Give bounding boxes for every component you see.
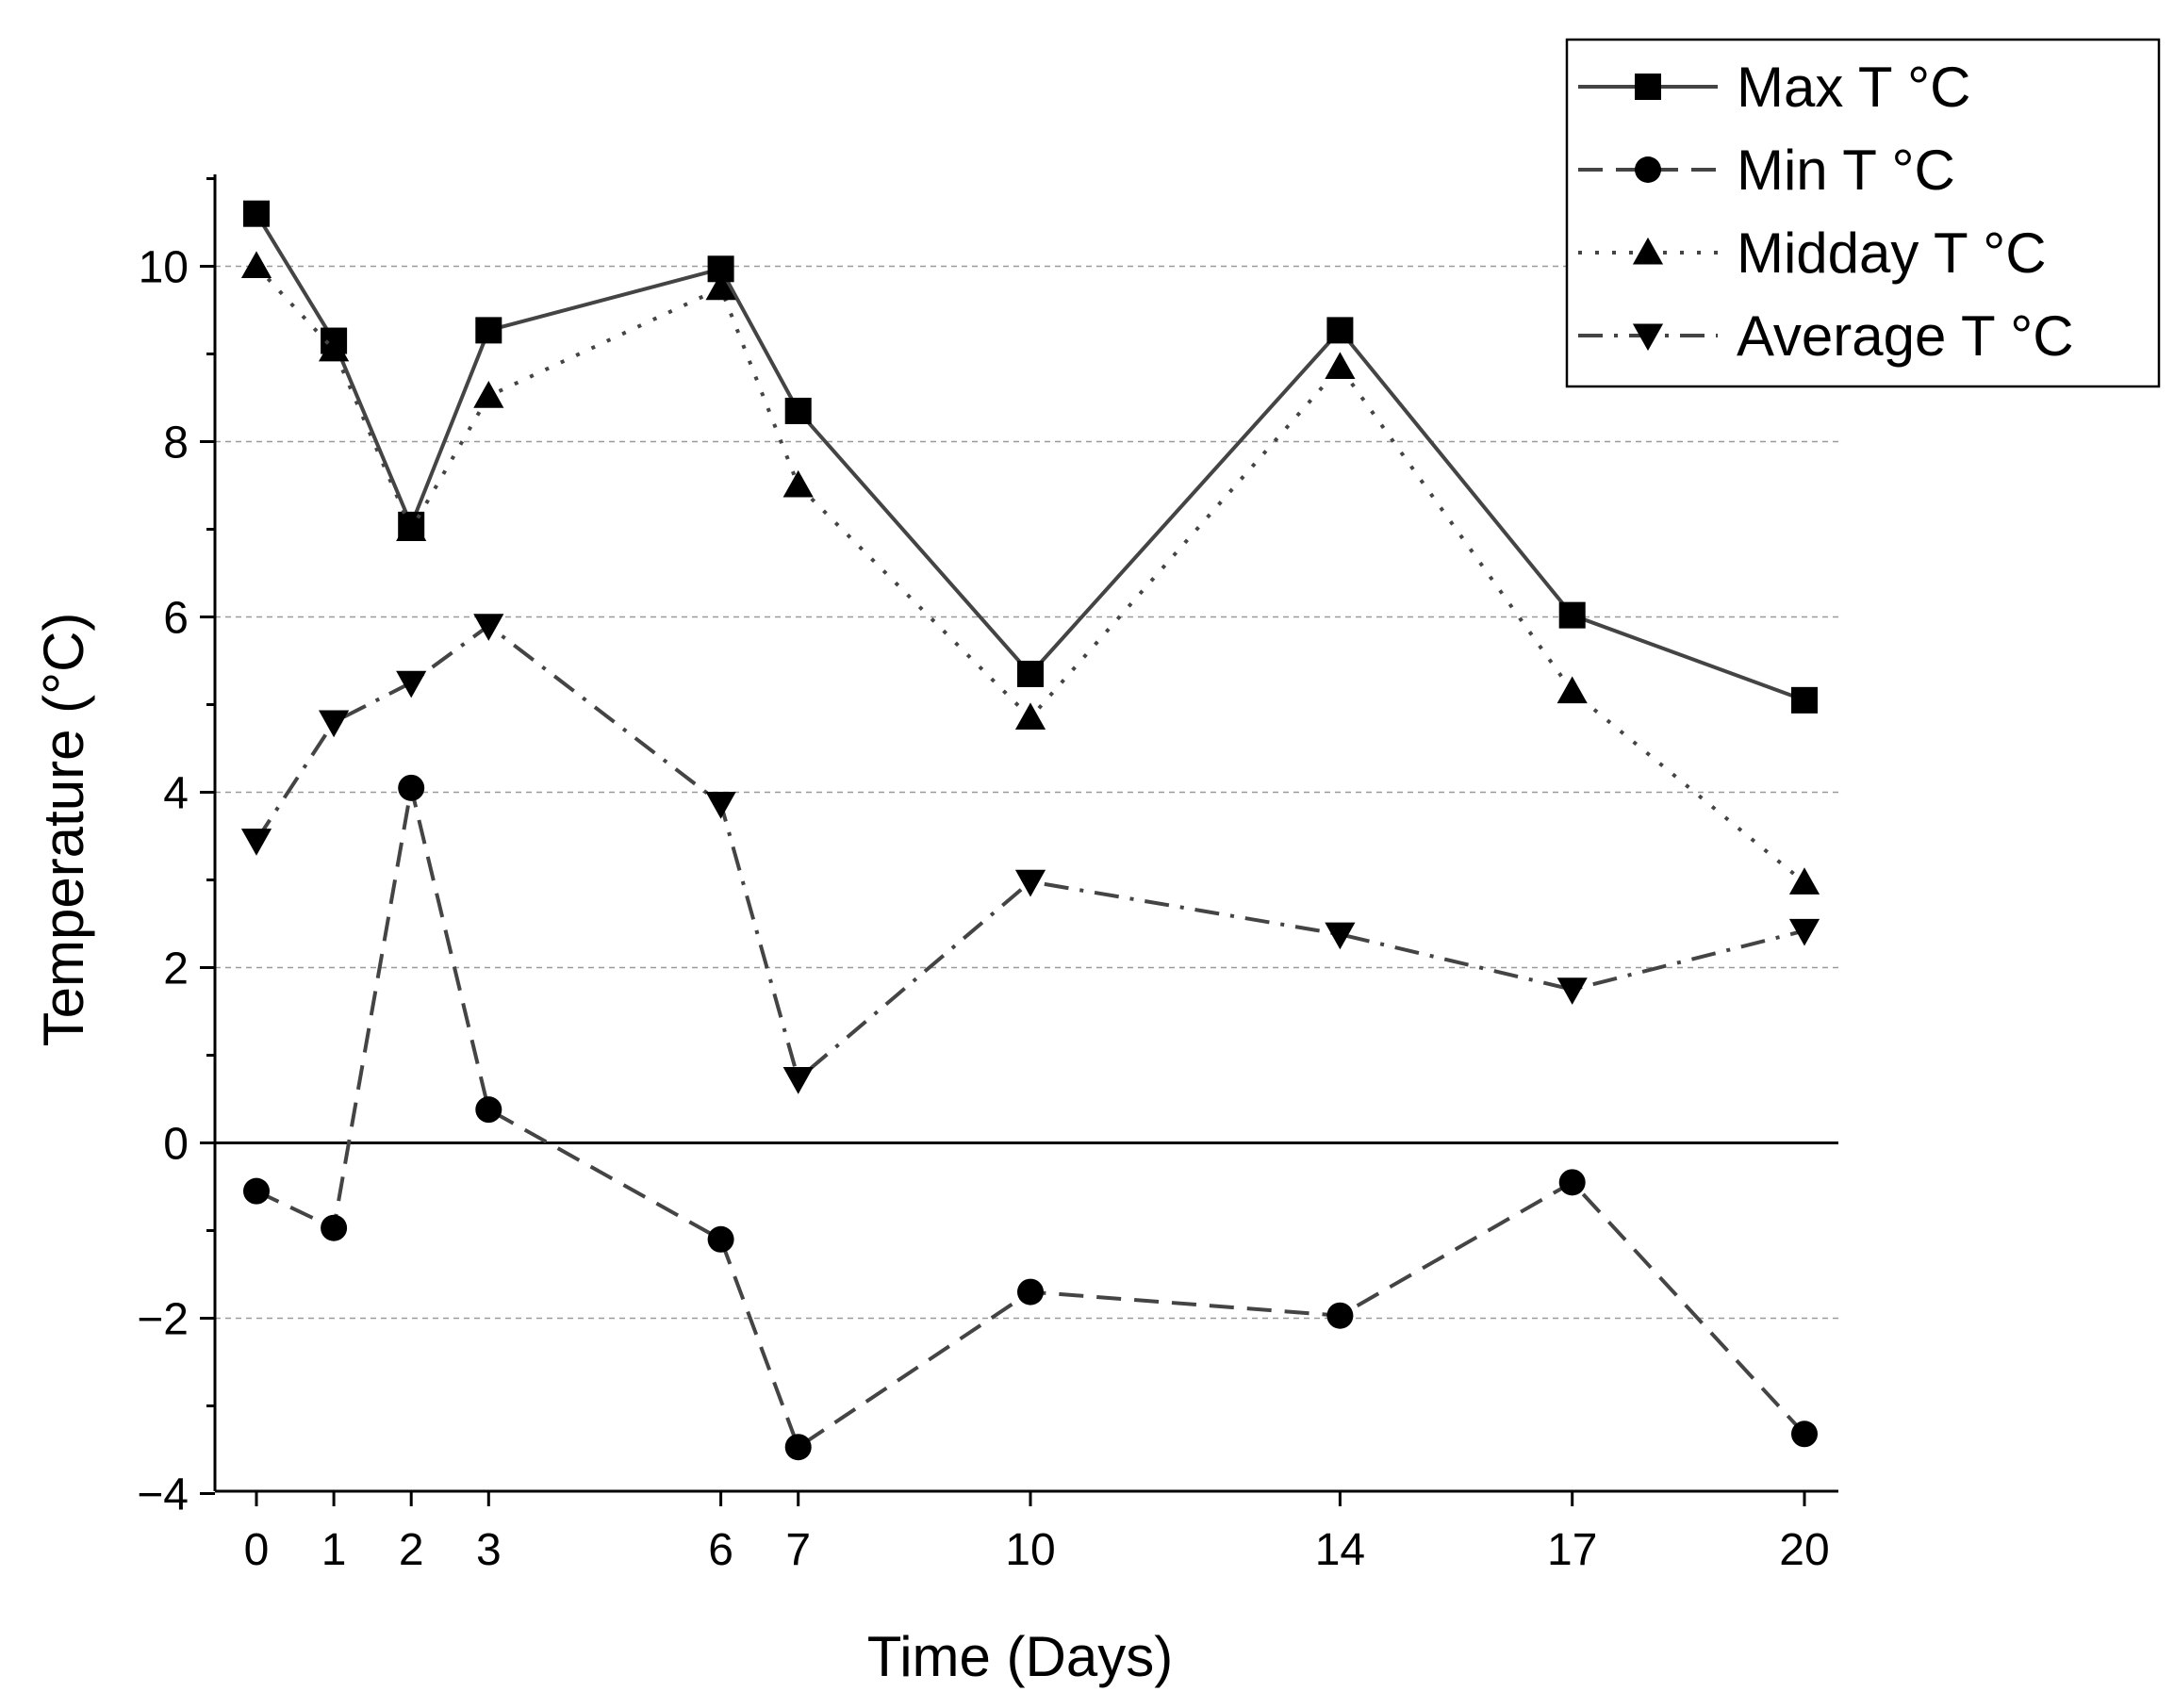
- y-tick-label: −4: [137, 1470, 189, 1520]
- data-point: [1014, 702, 1046, 731]
- x-tick-label: 0: [244, 1525, 270, 1575]
- series-3: [240, 614, 1820, 1094]
- legend-marker-3: [1632, 323, 1664, 352]
- data-point: [784, 1434, 812, 1461]
- series-line-3: [255, 623, 1805, 1083]
- series-1: [243, 774, 1818, 1461]
- legend-box: [1565, 38, 2161, 388]
- data-point: [398, 774, 425, 801]
- data-point: [243, 200, 270, 227]
- data-point: [1558, 601, 1586, 629]
- x-tick-label: 1: [321, 1525, 347, 1575]
- y-axis-title: Temperature (°C): [32, 613, 95, 1047]
- data-point: [240, 829, 272, 856]
- data-point: [1017, 660, 1044, 687]
- legend-label-0: Max T °C: [1737, 56, 1971, 119]
- x-tick-label: 6: [708, 1525, 733, 1575]
- data-point: [1558, 1169, 1586, 1196]
- data-point: [707, 1225, 734, 1253]
- x-tick-label: 20: [1779, 1525, 1829, 1575]
- data-point: [396, 514, 427, 542]
- data-point: [784, 397, 812, 424]
- data-point: [475, 1096, 502, 1124]
- data-point: [319, 334, 350, 362]
- data-point: [1791, 1421, 1818, 1448]
- x-tick-label: 10: [1005, 1525, 1055, 1575]
- data-point: [1556, 676, 1588, 704]
- data-point: [473, 614, 504, 641]
- series-line-1: [255, 787, 1806, 1451]
- legend-marker-1: [1635, 156, 1661, 183]
- y-tick-label: 6: [163, 594, 189, 644]
- y-tick-label: 10: [139, 243, 189, 293]
- data-point: [396, 670, 427, 698]
- series-2: [240, 251, 1820, 895]
- data-point: [1556, 977, 1588, 1005]
- data-point: [240, 251, 272, 279]
- data-point: [1325, 352, 1356, 380]
- x-tick-label: 14: [1315, 1525, 1365, 1575]
- data-point: [321, 1214, 348, 1241]
- y-tick-label: −2: [137, 1295, 189, 1345]
- data-point: [1788, 867, 1820, 895]
- data-point: [1325, 922, 1356, 950]
- legend-label-3: Average T °C: [1737, 304, 2074, 368]
- legend-marker-2: [1632, 237, 1664, 265]
- data-point: [473, 381, 504, 408]
- data-point: [705, 272, 736, 301]
- x-tick-label: 7: [785, 1525, 811, 1575]
- x-axis-title: Time (Days): [867, 1625, 1173, 1688]
- data-point: [243, 1177, 270, 1205]
- data-point: [1326, 317, 1354, 344]
- legend: Max T °C Min T °C Midday T °C Average T °C: [1565, 38, 2161, 388]
- y-tick-label: 4: [163, 769, 189, 819]
- data-series: [240, 200, 1820, 1461]
- x-tick-label: 17: [1547, 1525, 1597, 1575]
- series-line-0: [255, 212, 1805, 702]
- data-point: [782, 1067, 814, 1094]
- data-point: [1014, 869, 1046, 897]
- data-point: [705, 792, 736, 819]
- data-point: [1326, 1302, 1354, 1329]
- grid-lines: [215, 265, 1838, 1320]
- axes: −4 −2 0 2 4 6 8 10 0 1 2 3 6 7 10 14 17 20: [137, 174, 1838, 1575]
- data-point: [319, 710, 350, 738]
- data-point: [782, 469, 814, 498]
- y-tick-label: 0: [163, 1120, 189, 1170]
- x-tick-label: 2: [399, 1525, 424, 1575]
- x-tick-label: 3: [476, 1525, 502, 1575]
- legend-label-1: Min T °C: [1737, 139, 1955, 202]
- data-point: [475, 317, 502, 344]
- data-point: [1017, 1278, 1044, 1306]
- legend-label-2: Midday T °C: [1737, 222, 2047, 285]
- y-tick-label: 2: [163, 944, 189, 994]
- legend-marker-0: [1635, 74, 1661, 100]
- y-tick-label: 8: [163, 419, 189, 468]
- data-point: [1788, 918, 1820, 946]
- data-point: [1791, 686, 1818, 714]
